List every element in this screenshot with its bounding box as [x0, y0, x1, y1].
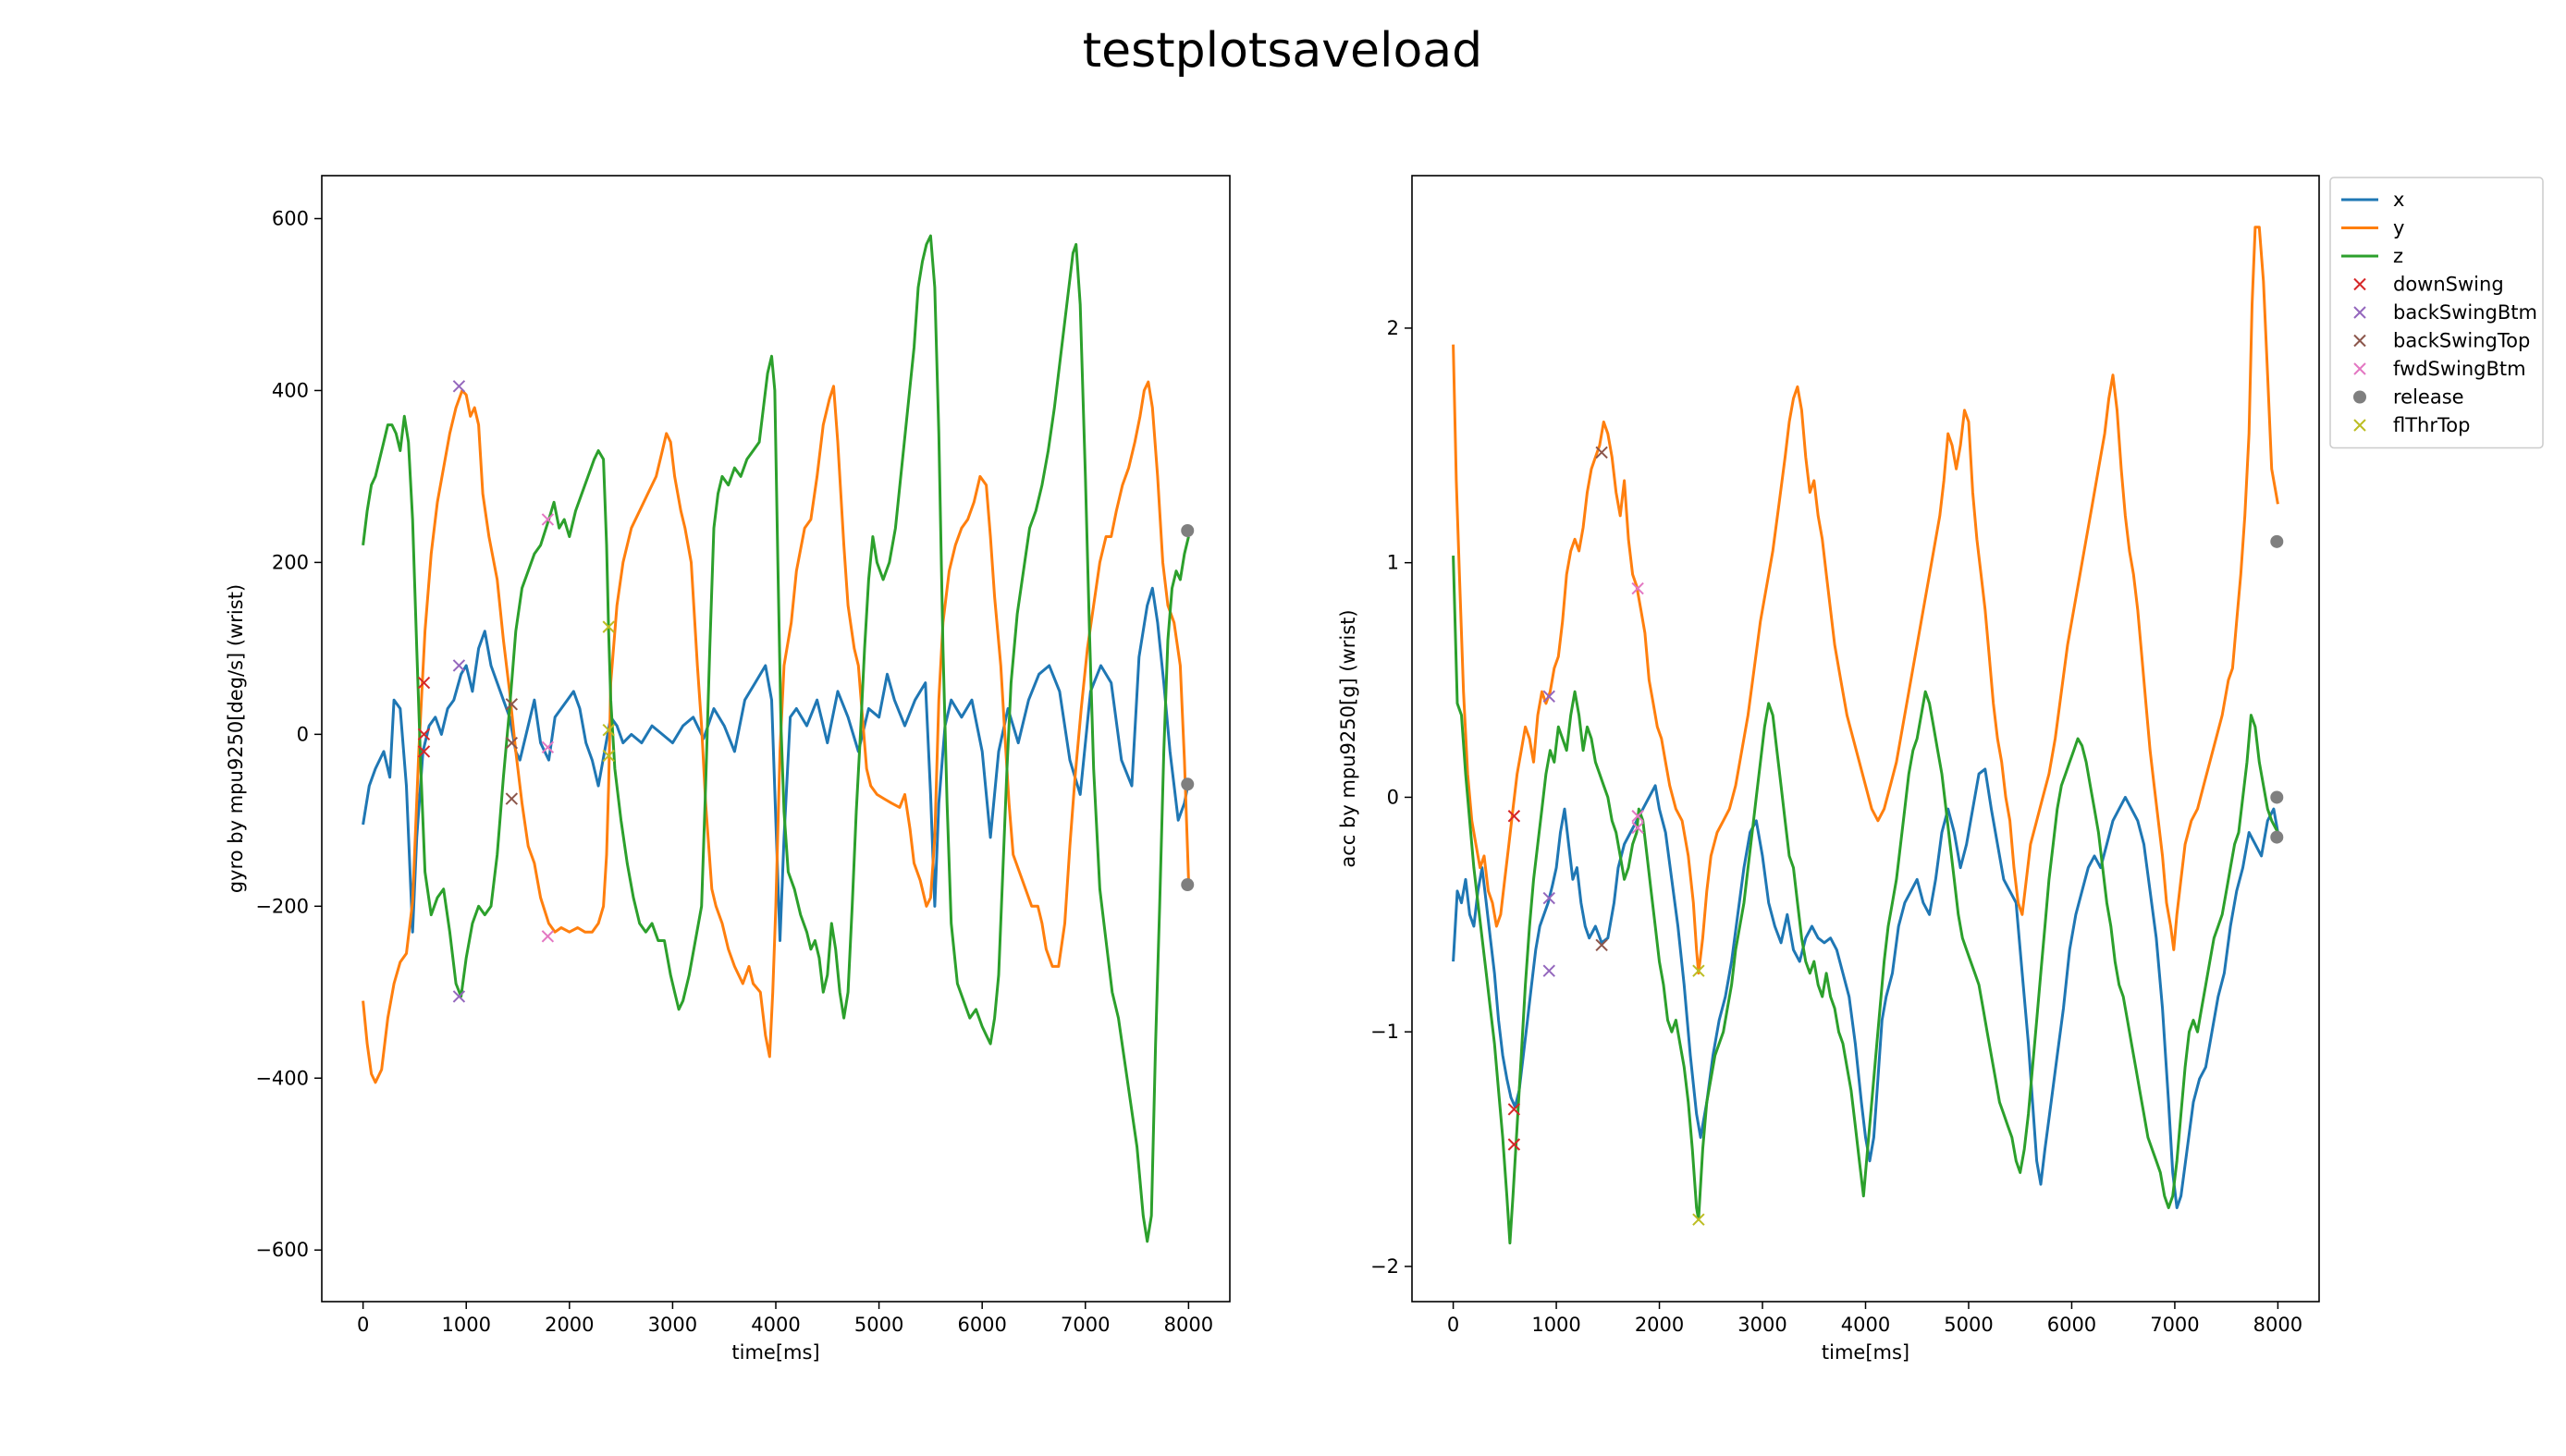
legend-swatch-backSwingTop: [2353, 334, 2366, 348]
legend-label-z: z: [2393, 245, 2403, 267]
marker-downSwing: [1507, 1103, 1521, 1116]
legend-label-x: x: [2393, 189, 2404, 211]
legend: xyz downSwing backSwingBtm backSwingTop fwdS…: [2329, 177, 2544, 449]
marker-release: [2270, 790, 2284, 804]
marker-fwdSwingBtm: [1631, 581, 1644, 595]
y-tick-label: −600: [255, 1239, 309, 1261]
series-line-z: [362, 234, 1190, 1243]
y-tick-label: −1: [1370, 1021, 1399, 1043]
marker-downSwing: [417, 728, 431, 741]
figure-title: testplotsaveload: [1083, 23, 1482, 79]
legend-label-backSwingTop: backSwingTop: [2393, 330, 2530, 352]
marker-backSwingBtm: [452, 659, 466, 672]
series-line-x: [362, 586, 1190, 942]
x-tick-label: 7000: [2150, 1314, 2199, 1336]
legend-swatch-backSwingBtm: [2353, 306, 2366, 319]
marker-flThrTop: [602, 723, 615, 737]
y-tick-label: 400: [272, 379, 309, 401]
legend-label-y: y: [2393, 217, 2404, 239]
marker-backSwingBtm: [1542, 690, 1555, 704]
x-axis-label: time[ms]: [731, 1341, 819, 1364]
marker-backSwingBtm: [1542, 891, 1555, 905]
marker-downSwing: [417, 676, 431, 690]
marker-backSwingBtm: [452, 380, 466, 393]
marker-flThrTop: [1692, 1213, 1705, 1226]
series-line-y: [362, 380, 1190, 1084]
y-tick-label: 600: [272, 207, 309, 229]
x-tick-label: 3000: [1737, 1314, 1786, 1336]
x-tick-label: 0: [1447, 1314, 1459, 1336]
y-tick-label: 2: [1387, 317, 1399, 339]
x-tick-label: 1000: [1531, 1314, 1580, 1336]
marker-fwdSwingBtm: [541, 513, 555, 526]
y-tick-label: 0: [1387, 786, 1399, 808]
x-axis-label: time[ms]: [1822, 1341, 1909, 1364]
marker-downSwing: [1507, 1138, 1521, 1151]
marker-flThrTop: [1692, 964, 1705, 977]
legend-label-backSwingBtm: backSwingBtm: [2393, 301, 2537, 324]
legend-swatch-release: [2353, 390, 2366, 404]
x-tick-label: 5000: [854, 1314, 903, 1336]
y-tick-label: −400: [255, 1067, 309, 1089]
x-tick-label: 0: [357, 1314, 369, 1336]
marker-backSwingTop: [505, 792, 519, 805]
marker-fwdSwingBtm: [1631, 810, 1644, 823]
x-tick-label: 4000: [1841, 1314, 1890, 1336]
marker-backSwingTop: [505, 698, 519, 711]
series-line-x: [1452, 767, 2279, 1209]
acc-plot: 0 1000 2000 3000 4000 5000 6000 7000 8000 −2 −1 0 1 2…: [1337, 175, 2320, 1364]
marker-downSwing: [1507, 810, 1521, 823]
marker-backSwingTop: [505, 736, 519, 750]
marker-downSwing: [417, 745, 431, 758]
marker-flThrTop: [602, 620, 615, 633]
marker-backSwingTop: [1595, 938, 1608, 952]
x-tick-label: 5000: [1944, 1314, 1993, 1336]
x-tick-label: 3000: [648, 1314, 697, 1336]
legend-label-release: release: [2393, 386, 2464, 409]
legend-swatch-downSwing: [2353, 277, 2366, 291]
legend-swatch-flThrTop: [2353, 419, 2366, 432]
plot-data-area: [1452, 226, 2284, 1245]
x-tick-label: 4000: [751, 1314, 800, 1336]
legend-swatch-fwdSwingBtm: [2353, 362, 2366, 375]
x-tick-label: 2000: [1635, 1314, 1684, 1336]
x-tick-label: 2000: [545, 1314, 594, 1336]
y-tick-label: −200: [255, 895, 309, 917]
marker-fwdSwingBtm: [541, 930, 555, 943]
x-tick-label: 8000: [2253, 1314, 2302, 1336]
marker-backSwingBtm: [1542, 964, 1555, 977]
y-tick-label: 0: [297, 723, 309, 745]
marker-release: [2270, 830, 2284, 844]
x-tick-label: 6000: [2047, 1314, 2096, 1336]
y-tick-label: 200: [272, 551, 309, 573]
y-tick-label: 1: [1387, 552, 1399, 574]
x-tick-label: 6000: [957, 1314, 1006, 1336]
legend-box: [2329, 177, 2544, 449]
marker-fwdSwingBtm: [1631, 821, 1644, 835]
x-tick-label: 8000: [1164, 1314, 1213, 1336]
legend-label-fwdSwingBtm: fwdSwingBtm: [2393, 358, 2526, 380]
series-line-z: [1452, 556, 2279, 1245]
legend-label-downSwing: downSwing: [2393, 274, 2504, 296]
x-tick-label: 1000: [442, 1314, 491, 1336]
gyro-plot: 0 1000 2000 3000 4000 5000 6000 7000 8000−600−40…: [225, 175, 1231, 1364]
marker-flThrTop: [602, 749, 615, 763]
y-axis-label: gyro by mpu9250[deg/s] (wrist): [225, 584, 247, 893]
y-tick-label: −2: [1370, 1255, 1399, 1278]
marker-fwdSwingBtm: [541, 740, 555, 754]
marker-backSwingTop: [1595, 446, 1608, 459]
series-line-y: [1452, 226, 2279, 975]
marker-release: [1181, 777, 1195, 791]
x-tick-label: 7000: [1061, 1314, 1110, 1336]
marker-release: [1181, 523, 1195, 537]
legend-label-flThrTop: flThrTop: [2393, 414, 2470, 436]
marker-release: [2270, 534, 2284, 548]
y-axis-label: acc by mpu9250[g] (wrist): [1337, 609, 1359, 867]
marker-release: [1181, 878, 1195, 892]
marker-backSwingBtm: [452, 990, 466, 1003]
plot-data-area: [362, 234, 1195, 1243]
